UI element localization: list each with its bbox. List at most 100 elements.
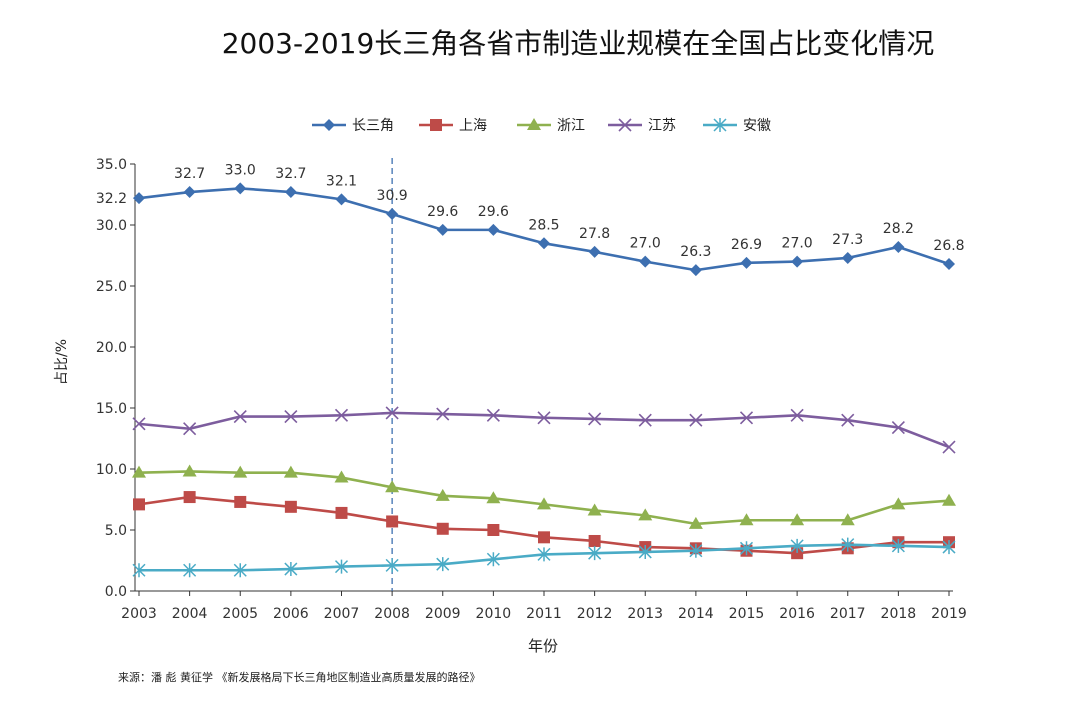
legend-label: 江苏: [648, 118, 676, 134]
source-note: 来源：潘 彪 黄征学 《新发展格局下长三角地区制造业高质量发展的路径》: [118, 670, 481, 684]
x-tick-label: 2015: [729, 606, 765, 622]
legend-item-安徽[interactable]: 安徽: [703, 118, 771, 134]
legend-item-上海[interactable]: 上海: [419, 118, 487, 134]
data-point-安徽: [284, 562, 298, 577]
data-point-长三角: [487, 223, 500, 236]
y-tick-label: 10.0: [96, 462, 127, 478]
data-point-上海: [183, 491, 196, 504]
y-tick-label: 20.0: [96, 340, 127, 356]
legend-marker: [618, 118, 632, 132]
data-point-江苏: [132, 417, 146, 431]
data-point-浙江: [233, 465, 248, 478]
data-label: 32.2: [96, 191, 127, 207]
data-point-安徽: [739, 541, 754, 556]
y-tick-label: 35.0: [96, 157, 127, 173]
data-point-长三角: [639, 255, 652, 268]
data-point-浙江: [283, 465, 298, 478]
data-point-浙江: [385, 480, 400, 493]
data-point-江苏: [486, 408, 500, 422]
x-axis-title: 年份: [528, 637, 558, 655]
data-point-江苏: [588, 412, 602, 426]
legend-label: 上海: [459, 118, 487, 134]
data-point-上海: [538, 531, 550, 544]
data-label: 26.9: [731, 237, 762, 253]
data-point-江苏: [790, 408, 804, 422]
legend-marker: [430, 119, 442, 131]
data-point-长三角: [538, 237, 550, 250]
data-point-江苏: [891, 420, 905, 435]
data-point-安徽: [942, 540, 956, 555]
data-point-江苏: [436, 407, 450, 421]
legend-item-江苏[interactable]: 江苏: [608, 118, 676, 134]
x-tick-label: 2018: [881, 606, 917, 622]
data-point-浙江: [790, 513, 805, 526]
data-label: 33.0: [225, 162, 256, 178]
legend-marker: [713, 118, 727, 132]
data-point-安徽: [334, 559, 349, 574]
data-point-上海: [133, 498, 145, 511]
data-point-浙江: [486, 491, 501, 504]
x-tick-label: 2012: [577, 606, 613, 622]
legend-item-浙江[interactable]: 浙江: [517, 118, 585, 134]
data-point-浙江: [435, 488, 450, 501]
data-point-上海: [386, 515, 399, 528]
series-浙江: [132, 464, 956, 529]
data-point-江苏: [233, 409, 247, 424]
data-point-长三角: [284, 186, 297, 199]
data-point-浙江: [334, 470, 349, 483]
x-tick-label: 2003: [121, 606, 157, 622]
x-tick-label: 2008: [374, 606, 410, 622]
data-label: 32.7: [275, 166, 306, 182]
data-point-江苏: [385, 406, 399, 420]
data-point-安徽: [537, 547, 551, 562]
legend-item-长三角[interactable]: 长三角: [312, 118, 394, 134]
legend: 长三角 上海 浙江 江苏 安徽: [312, 118, 771, 134]
data-point-长三角: [436, 223, 449, 236]
data-point-长三角: [791, 255, 804, 268]
data-point-安徽: [891, 538, 905, 553]
data-point-江苏: [334, 408, 349, 422]
data-point-长三角: [386, 208, 399, 221]
data-label: 27.0: [630, 236, 661, 252]
data-label: 26.3: [680, 244, 711, 260]
data-point-长三角: [841, 251, 854, 264]
x-tick-label: 2019: [931, 606, 967, 622]
series-layer: [132, 182, 956, 578]
data-label: 32.1: [326, 173, 357, 189]
data-point-江苏: [537, 411, 551, 425]
data-label: 27.0: [782, 236, 813, 252]
data-label: 27.3: [832, 232, 863, 248]
data-point-江苏: [739, 411, 754, 425]
data-point-浙江: [891, 497, 906, 510]
data-point-江苏: [942, 440, 956, 454]
x-tick-label: 2010: [476, 606, 512, 622]
data-point-长三角: [892, 240, 905, 253]
data-point-江苏: [284, 409, 298, 424]
data-point-长三角: [740, 256, 753, 269]
data-point-安徽: [588, 546, 602, 561]
legend-marker: [323, 119, 335, 131]
x-tick-label: 2013: [627, 606, 663, 622]
data-point-浙江: [688, 516, 703, 529]
data-label: 28.5: [528, 217, 559, 233]
data-point-上海: [487, 524, 500, 536]
data-point-安徽: [689, 543, 703, 558]
data-point-浙江: [942, 493, 956, 506]
data-point-长三角: [335, 193, 348, 206]
x-tick-label: 2011: [526, 606, 562, 622]
x-tick-label: 2017: [830, 606, 866, 622]
data-point-上海: [284, 500, 297, 513]
data-point-安徽: [233, 563, 247, 578]
x-tick-label: 2014: [678, 606, 714, 622]
data-point-长三角: [943, 258, 955, 271]
data-point-浙江: [840, 513, 855, 526]
data-point-浙江: [537, 497, 551, 510]
data-label: 30.9: [377, 188, 408, 204]
data-point-安徽: [385, 558, 399, 573]
data-point-长三角: [689, 264, 702, 277]
data-point-安徽: [790, 538, 804, 553]
data-label: 32.7: [174, 166, 205, 182]
data-point-浙江: [182, 464, 197, 477]
legend-label: 长三角: [352, 118, 394, 134]
data-label: 29.6: [478, 204, 509, 220]
